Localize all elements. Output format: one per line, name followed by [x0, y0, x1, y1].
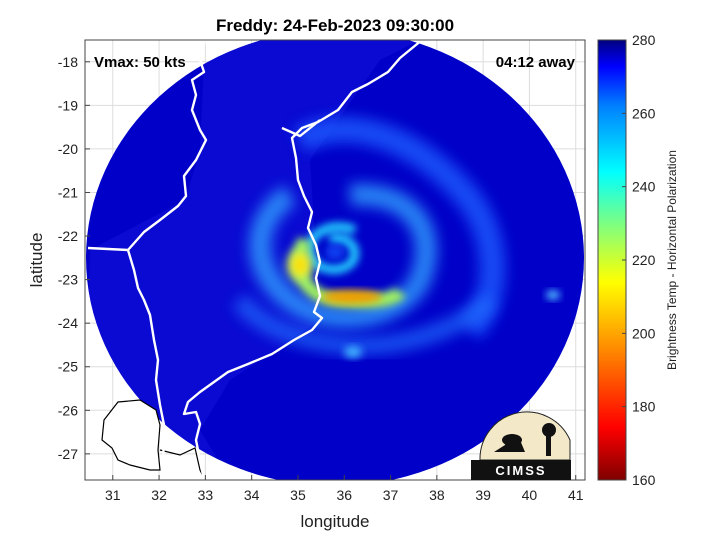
y-tick-label: -23: [58, 272, 78, 288]
inner-core: [282, 243, 318, 287]
x-tick-label: 40: [522, 487, 538, 503]
country-outline-southwest: [101, 399, 161, 471]
y-tick-label: -18: [58, 54, 78, 70]
x-tick-label: 39: [475, 487, 491, 503]
x-axis-label: longitude: [300, 512, 369, 531]
time-away-label: 04:12 away: [496, 54, 576, 71]
colorbar-tick-label: 220: [632, 252, 656, 268]
x-tick-label: 36: [336, 487, 352, 503]
border-eswatini: [158, 404, 167, 471]
y-tick-label: -25: [58, 359, 78, 375]
northeast-band: [294, 116, 506, 340]
y-axis-label: latitude: [27, 233, 46, 288]
eye-cool-center: [325, 244, 345, 260]
colorbar-tick-label: 160: [632, 472, 656, 488]
x-tick-label: 35: [290, 487, 306, 503]
logo-text: CIMSS: [495, 463, 546, 478]
y-axis-ticks: -18 -19 -20 -21 -22 -23 -24 -25 -26 -27: [58, 54, 90, 462]
x-tick-label: 37: [383, 487, 399, 503]
inner-spiral: [304, 222, 360, 274]
x-tick-label: 33: [198, 487, 214, 503]
logo-tower: [546, 434, 551, 456]
logo-tower-top: [542, 423, 556, 437]
logo-dish-top: [502, 434, 522, 446]
outer-spiral-band: [249, 183, 438, 329]
y-tick-label: -19: [58, 97, 78, 113]
vmax-label: Vmax: 50 kts: [94, 54, 186, 71]
colorbar-label: Brightness Temp - Horizontal Polarizatio…: [665, 150, 679, 370]
colorbar-ticks: 160 180 200 220 240 260 280: [622, 32, 656, 488]
y-tick-label: -24: [58, 315, 78, 331]
coastline: [182, 40, 423, 480]
y-tick-label: -22: [58, 228, 78, 244]
x-tick-label: 34: [244, 487, 260, 503]
x-axis-ticks: 31 32 33 34 35 36 37 38 39 40 41: [105, 475, 584, 503]
border-south-africa: [126, 249, 162, 406]
x-tick-label: 32: [151, 487, 167, 503]
small-cell-south: [344, 346, 362, 358]
colorbar-tick-label: 260: [632, 105, 656, 121]
colorbar-tick-label: 180: [632, 399, 656, 415]
colorbar: [597, 39, 627, 481]
colorbar-tick-label: 200: [632, 325, 656, 341]
cimss-logo: CIMSS: [471, 411, 571, 480]
logo-base: [471, 460, 571, 480]
x-tick-label: 38: [429, 487, 445, 503]
brightness-temp-swath: [86, 40, 584, 480]
y-tick-label: -26: [58, 402, 78, 418]
coastlines: [87, 40, 423, 480]
x-tick-label: 41: [568, 487, 584, 503]
x-tick-label: 31: [105, 487, 121, 503]
colorbar-tick-label: 280: [632, 32, 656, 48]
warmest-spot: [322, 290, 382, 304]
plot-frame: [84, 39, 586, 481]
border-zimbabwe: [87, 40, 208, 252]
y-tick-label: -20: [58, 141, 78, 157]
colorbar-tick-label: 240: [632, 179, 656, 195]
chart-title: Freddy: 24-Feb-2023 09:30:00: [216, 16, 454, 35]
y-tick-label: -21: [58, 184, 78, 200]
coast-small-river: [281, 119, 321, 138]
small-cell-east: [546, 290, 560, 300]
southern-band: [232, 293, 497, 355]
y-tick-label: -27: [58, 446, 78, 462]
